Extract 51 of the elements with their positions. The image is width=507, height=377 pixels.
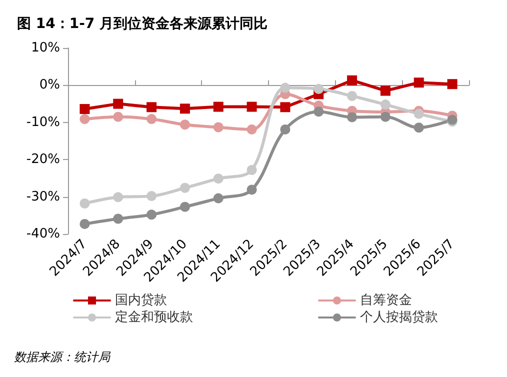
point: [280, 82, 290, 93]
point: [113, 214, 124, 224]
point: [180, 182, 190, 193]
point: [380, 100, 390, 110]
y-tick-label: -40%: [26, 226, 60, 242]
point: [314, 106, 324, 117]
point: [246, 124, 257, 134]
point: [380, 112, 390, 122]
y-tick-label: -20%: [26, 152, 60, 168]
point: [347, 112, 358, 122]
y-tick-label: 10%: [31, 40, 60, 56]
point: [146, 191, 157, 202]
point: [213, 193, 224, 204]
point: [414, 108, 424, 119]
point: [280, 102, 290, 112]
point: [246, 165, 257, 176]
point: [414, 78, 424, 88]
point: [180, 202, 190, 212]
legend-label: 国内贷款: [115, 293, 167, 308]
point: [314, 84, 324, 94]
point: [246, 184, 257, 195]
legend-label: 自筹资金: [360, 293, 412, 308]
y-tick-label: 0%: [39, 78, 60, 93]
source-note: 数据来源：统计局: [14, 350, 111, 364]
legend-label: 定金和预收款: [115, 310, 193, 325]
point: [146, 102, 157, 112]
point: [180, 120, 190, 130]
y-tick-label: -10%: [26, 114, 60, 130]
point: [246, 102, 257, 112]
point: [113, 192, 124, 202]
point: [113, 112, 124, 122]
point: [80, 104, 90, 114]
point: [80, 114, 90, 124]
point: [213, 122, 224, 132]
point: [380, 86, 390, 96]
point: [113, 98, 124, 109]
point: [414, 122, 424, 133]
point: [180, 104, 190, 114]
legend-label: 个人按揭贷款: [360, 310, 438, 325]
point: [347, 90, 358, 101]
point: [146, 114, 157, 124]
point: [213, 102, 224, 112]
point: [213, 174, 224, 184]
chart-title: 图 14：1-7 月到位资金各来源累计同比: [17, 16, 268, 32]
point: [347, 75, 358, 86]
point: [80, 198, 90, 208]
point: [80, 218, 90, 229]
y-tick-label: -30%: [26, 189, 60, 204]
point: [280, 124, 290, 134]
point: [447, 79, 458, 90]
point: [146, 210, 157, 220]
